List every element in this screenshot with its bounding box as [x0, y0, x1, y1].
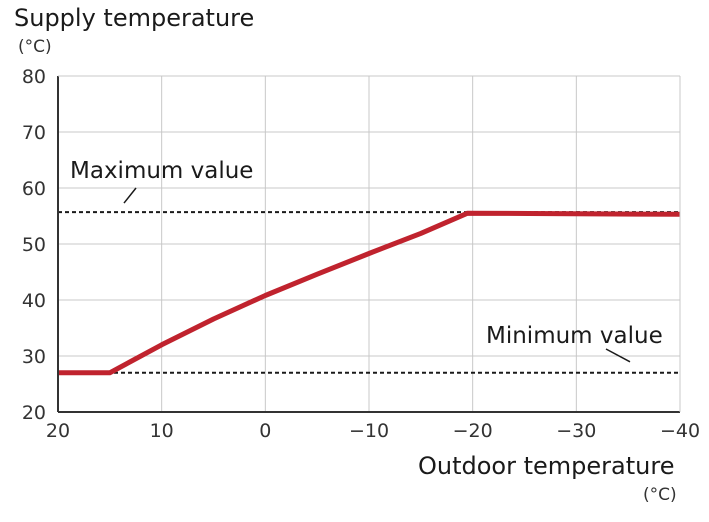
y-tick-labels: 20 30 40 50 60 70 80 [22, 66, 46, 424]
y-tick-label: 20 [22, 402, 46, 424]
y-tick-label: 60 [22, 178, 46, 200]
x-tick-label: 20 [46, 420, 70, 442]
x-tick-label: 0 [259, 420, 271, 442]
y-tick-label: 30 [22, 346, 46, 368]
x-tick-labels: 20 10 0 −10 −20 −30 −40 [46, 420, 700, 442]
annotation-maximum-leader [123, 187, 137, 204]
x-tick-label: 10 [150, 420, 174, 442]
annotation-minimum-value: Minimum value [486, 323, 663, 349]
annotation-maximum-value: Maximum value [70, 158, 253, 184]
series-line [58, 210, 681, 376]
x-axis-label: Outdoor temperature [418, 452, 675, 480]
chart-title: Supply temperature [14, 4, 255, 32]
x-axis-unit: (°C) [643, 485, 677, 505]
grid [57, 75, 681, 413]
y-tick-label: 70 [22, 122, 46, 144]
y-axis-unit: (°C) [18, 37, 52, 57]
plot-frame [57, 75, 681, 413]
x-tick-label: −20 [453, 420, 493, 442]
y-tick-label: 40 [22, 290, 46, 312]
y-tick-label: 80 [22, 66, 46, 88]
annotations: Maximum value Minimum value [70, 158, 663, 363]
x-tick-label: −10 [349, 420, 389, 442]
y-tick-label: 50 [22, 234, 46, 256]
annotation-minimum-leader [605, 348, 631, 363]
x-tick-label: −40 [660, 420, 700, 442]
x-tick-label: −30 [556, 420, 596, 442]
